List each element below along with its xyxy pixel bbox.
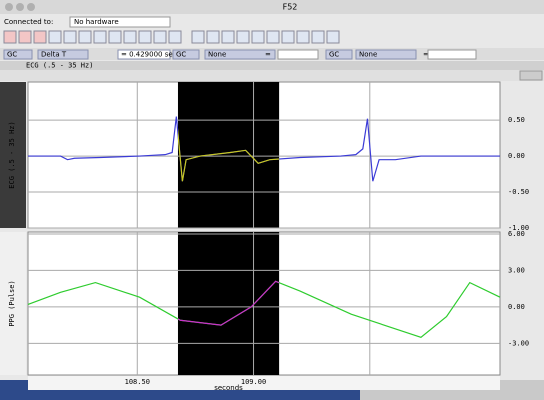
toolbar [3, 30, 340, 44]
y-axis-label: PPG (Pulse) [8, 280, 16, 326]
control-dropdown[interactable] [37, 49, 89, 60]
control-text: Delta T [41, 51, 67, 59]
hardware-dropdown[interactable] [69, 16, 171, 28]
toolbar-icon[interactable] [236, 30, 250, 44]
control-text: None [359, 51, 377, 59]
toolbar-icon[interactable] [168, 30, 182, 44]
close-button[interactable] [5, 3, 13, 11]
control-dropdown[interactable] [3, 49, 33, 60]
toolbar-icon[interactable] [191, 30, 205, 44]
trace-selected [177, 127, 280, 182]
y-axis-label: ECG (.5 - 35 Hz) [8, 121, 16, 188]
control-text: GC [329, 51, 339, 59]
title-bar [0, 0, 544, 14]
window-title: F52 [283, 3, 298, 12]
control-text: GC [7, 51, 17, 59]
x-tick-label: 108.50 [125, 378, 150, 386]
y-tick-label: 0.00 [508, 152, 525, 160]
toolbar-icon[interactable] [311, 30, 325, 44]
x-axis-label: seconds [214, 384, 243, 392]
y-tick-label: 0.00 [508, 303, 525, 311]
toolbar-icon[interactable] [108, 30, 122, 44]
y-tick-label: -1.00 [508, 224, 529, 232]
ecg-label-strip [0, 82, 26, 228]
y-tick-label: -0.50 [508, 188, 529, 196]
toolbar-icon[interactable] [18, 30, 32, 44]
toolbar-icon[interactable] [221, 30, 235, 44]
control-text: = 0.429000 sec [121, 51, 177, 59]
selection [177, 82, 280, 228]
toolbar-icon[interactable] [153, 30, 167, 44]
hardware-value: No hardware [74, 18, 119, 26]
controls: GC Delta T = 0.429000 sec GC None = GC None = [3, 49, 477, 60]
control-dropdown[interactable] [325, 49, 353, 60]
time-axis [28, 376, 500, 390]
toolbar-icon[interactable] [138, 30, 152, 44]
toolbar-icon[interactable] [33, 30, 47, 44]
control-text: = [265, 51, 271, 59]
trace-selected [177, 280, 280, 326]
toolbar-icon[interactable] [281, 30, 295, 44]
value-field [427, 49, 477, 60]
scroll-arrows[interactable] [519, 70, 543, 81]
toolbar-icon[interactable] [48, 30, 62, 44]
channel-tab-bar [0, 61, 544, 70]
control-text: = [423, 51, 429, 59]
y-tick-label: 6.00 [508, 230, 525, 238]
control-dropdown[interactable] [355, 49, 417, 60]
control-dropdown[interactable] [172, 49, 200, 60]
toolbar-icon[interactable] [78, 30, 92, 44]
toolbar-icon[interactable] [93, 30, 107, 44]
toolbar-icon[interactable] [123, 30, 137, 44]
control-dropdown[interactable] [204, 49, 276, 60]
toolbar-icon[interactable] [251, 30, 265, 44]
y-tick-label: 3.00 [508, 266, 525, 274]
control-text: None [208, 51, 226, 59]
channel-tab: ECG (.5 - 35 Hz) [26, 62, 93, 70]
x-tick-label: 109.00 [241, 378, 266, 386]
toolbar-icon[interactable] [3, 30, 17, 44]
control-dropdown[interactable] [117, 49, 171, 60]
toolbar-icon[interactable] [326, 30, 340, 44]
ppg-label-strip [0, 232, 26, 375]
control-text: GC [176, 51, 186, 59]
toolbar-icon[interactable] [206, 30, 220, 44]
y-tick-label: 0.50 [508, 116, 525, 124]
toolbar-icon[interactable] [296, 30, 310, 44]
connected-label: Connected to: [4, 18, 53, 26]
scroll-row [0, 70, 544, 81]
value-field [277, 49, 319, 60]
y-tick-label: -3.00 [508, 339, 529, 347]
zoom-button[interactable] [27, 3, 35, 11]
toolbar-icon[interactable] [266, 30, 280, 44]
toolbar-icon[interactable] [63, 30, 77, 44]
selection [177, 232, 280, 375]
minimize-button[interactable] [16, 3, 24, 11]
